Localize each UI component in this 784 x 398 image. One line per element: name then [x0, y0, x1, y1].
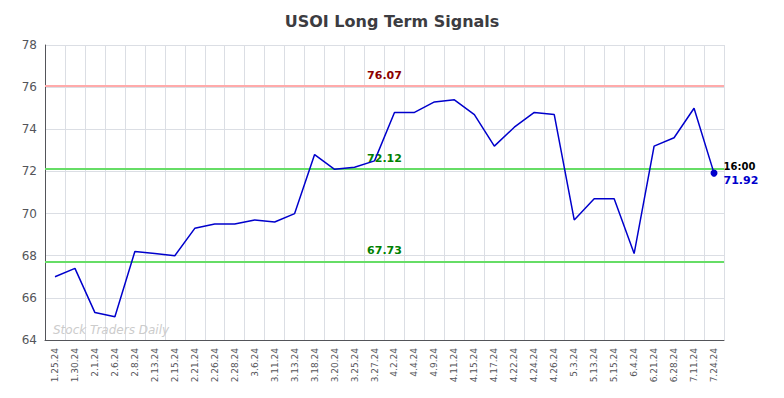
svg-text:1.25.24: 1.25.24 — [50, 348, 60, 383]
svg-text:3.13.24: 3.13.24 — [290, 348, 300, 383]
svg-text:72.12: 72.12 — [367, 152, 402, 165]
svg-text:4.24.24: 4.24.24 — [529, 348, 539, 383]
svg-text:4.15.24: 4.15.24 — [469, 348, 479, 383]
svg-text:68: 68 — [22, 249, 37, 263]
svg-text:3.20.24: 3.20.24 — [330, 348, 340, 383]
svg-text:76.07: 76.07 — [367, 69, 402, 82]
svg-text:6.4.24: 6.4.24 — [629, 348, 639, 377]
svg-text:4.11.24: 4.11.24 — [449, 348, 459, 383]
svg-text:2.6.24: 2.6.24 — [110, 348, 120, 377]
svg-text:7.11.24: 7.11.24 — [689, 348, 699, 383]
svg-text:3.6.24: 3.6.24 — [250, 348, 260, 377]
svg-text:2.15.24: 2.15.24 — [170, 348, 180, 383]
svg-text:6.28.24: 6.28.24 — [669, 348, 679, 383]
svg-text:4.4.24: 4.4.24 — [409, 348, 419, 377]
svg-text:2.8.24: 2.8.24 — [130, 348, 140, 377]
svg-text:74: 74 — [22, 122, 37, 136]
svg-text:2.28.24: 2.28.24 — [230, 348, 240, 383]
svg-text:78: 78 — [22, 38, 37, 52]
svg-text:2.1.24: 2.1.24 — [90, 348, 100, 377]
svg-text:4.26.24: 4.26.24 — [549, 348, 559, 383]
svg-text:7.24.24: 7.24.24 — [709, 348, 719, 383]
svg-text:70: 70 — [22, 207, 37, 221]
svg-text:3.18.24: 3.18.24 — [310, 348, 320, 383]
svg-text:64: 64 — [22, 333, 37, 347]
svg-text:5.15.24: 5.15.24 — [609, 348, 619, 383]
svg-text:Stock Traders Daily: Stock Traders Daily — [53, 323, 170, 337]
svg-text:3.11.24: 3.11.24 — [270, 348, 280, 383]
svg-text:72: 72 — [22, 164, 37, 178]
svg-text:3.25.24: 3.25.24 — [350, 348, 360, 383]
svg-text:USOI Long Term Signals: USOI Long Term Signals — [285, 12, 500, 31]
svg-text:4.17.24: 4.17.24 — [489, 348, 499, 383]
svg-text:5.3.24: 5.3.24 — [569, 348, 579, 377]
svg-text:76: 76 — [22, 80, 37, 94]
svg-text:67.73: 67.73 — [367, 244, 402, 257]
svg-text:2.26.24: 2.26.24 — [210, 348, 220, 383]
svg-text:3.27.24: 3.27.24 — [370, 348, 380, 383]
svg-text:4.9.24: 4.9.24 — [429, 348, 439, 377]
svg-text:2.13.24: 2.13.24 — [150, 348, 160, 383]
svg-text:16:00: 16:00 — [724, 161, 756, 172]
svg-text:4.22.24: 4.22.24 — [509, 348, 519, 383]
svg-text:5.13.24: 5.13.24 — [589, 348, 599, 383]
svg-text:4.2.24: 4.2.24 — [389, 348, 399, 377]
svg-text:71.92: 71.92 — [724, 174, 759, 187]
svg-text:6.21.24: 6.21.24 — [649, 348, 659, 383]
svg-text:66: 66 — [22, 291, 37, 305]
svg-text:2.21.24: 2.21.24 — [190, 348, 200, 383]
svg-text:1.30.24: 1.30.24 — [70, 348, 80, 383]
